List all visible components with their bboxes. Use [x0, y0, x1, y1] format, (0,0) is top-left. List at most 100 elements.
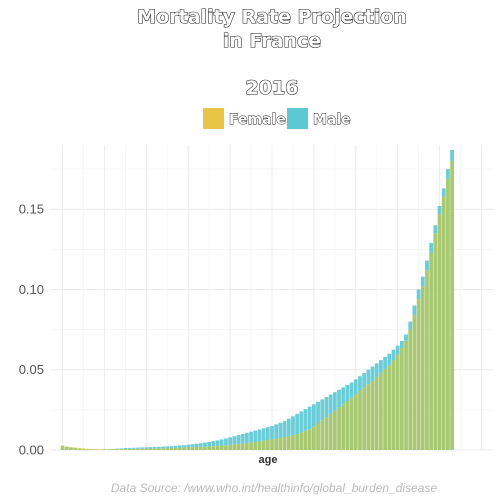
bar-overlap-age-33: [198, 446, 203, 450]
bar-male-age-28: [177, 445, 182, 448]
bar-male-age-79: [391, 349, 396, 361]
bar-male-age-50: [270, 425, 274, 440]
bar-overlap-age-15: [123, 449, 128, 450]
bar-male-age-57: [299, 411, 304, 433]
bar-male-age-27: [173, 445, 178, 448]
bar-overlap-age-25: [165, 448, 170, 450]
bar-overlap-age-85: [416, 299, 421, 450]
bar-male-age-80: [395, 345, 400, 355]
bar-overlap-age-45: [249, 442, 253, 450]
bar-overlap-age-86: [420, 286, 425, 450]
bar-overlap-age-91: [441, 196, 446, 450]
bar-male-age-78: [387, 353, 392, 365]
bar-male-age-16: [127, 447, 132, 449]
bar-overlap-age-17: [131, 448, 136, 450]
bar-overlap-age-46: [253, 441, 258, 450]
bar-overlap-age-93: [450, 161, 454, 451]
bar-overlap-age-54: [286, 436, 291, 450]
legend-swatch-female: [203, 108, 224, 129]
bar-male-age-33: [198, 443, 203, 447]
bar-overlap-age-13: [115, 449, 119, 450]
bar-male-age-38: [219, 439, 224, 446]
bar-male-age-75: [374, 363, 379, 377]
bar-male-age-67: [341, 387, 346, 405]
bar-overlap-age-42: [236, 443, 241, 450]
bar-male-age-22: [152, 446, 157, 449]
bar-male-age-69: [349, 382, 354, 398]
bar-male-age-30: [186, 444, 191, 448]
bar-overlap-age-88: [429, 252, 434, 450]
bar-overlap-age-52: [278, 437, 283, 450]
bar-overlap-age-58: [303, 430, 308, 450]
y-tick-labels: 0.00 0.05 0.10 0.15: [19, 202, 44, 458]
bar-overlap-age-3: [73, 448, 78, 450]
bar-overlap-age-10: [102, 449, 107, 450]
chart-title-line-2: in France: [223, 30, 321, 52]
bar-male-age-48: [261, 428, 266, 441]
bar-overlap-age-81: [399, 348, 404, 450]
bar-male-age-91: [441, 188, 446, 197]
bar-male-age-92: [446, 169, 450, 179]
bar-overlap-age-60: [312, 426, 316, 450]
bar-overlap-age-62: [320, 420, 325, 450]
bar-overlap-age-7: [90, 449, 94, 450]
bar-overlap-age-49: [265, 440, 270, 450]
bar-overlap-age-70: [353, 394, 358, 450]
y-tick-label: 0.00: [19, 443, 44, 458]
bar-overlap-age-37: [215, 445, 220, 450]
bar-male-age-58: [303, 409, 308, 431]
bar-overlap-age-29: [182, 447, 186, 450]
legend: Female Male: [203, 108, 351, 129]
bar-male-age-43: [240, 433, 245, 444]
bar-male-age-35: [207, 441, 212, 447]
bar-overlap-age-47: [257, 441, 262, 450]
bar-male-age-29: [182, 445, 186, 448]
x-axis-label: age: [259, 454, 278, 466]
chart-year-label: 2016: [246, 77, 299, 99]
bar-male-age-34: [203, 442, 207, 447]
bar-male-age-45: [249, 431, 253, 443]
bar-male-age-84: [412, 305, 417, 316]
bar-male-age-21: [148, 447, 153, 449]
bar-male-age-52: [278, 422, 283, 438]
bar-male-age-37: [215, 440, 220, 446]
bar-overlap-age-32: [194, 446, 199, 450]
bar-male-age-66: [337, 389, 341, 408]
bar-male-age-70: [353, 379, 358, 395]
bar-male-age-26: [169, 446, 174, 448]
bar-overlap-age-71: [358, 390, 362, 450]
data-source-caption: Data Source: /www.who.int/healthinfo/glo…: [111, 481, 438, 495]
bar-overlap-age-22: [152, 448, 157, 450]
bar-male-age-85: [416, 289, 421, 300]
bar-overlap-age-64: [328, 413, 333, 450]
bar-overlap-age-66: [337, 407, 341, 450]
bar-overlap-age-84: [412, 315, 417, 450]
bar-overlap-age-40: [228, 444, 232, 450]
bar-overlap-age-77: [383, 368, 387, 450]
bar-overlap-age-35: [207, 446, 212, 450]
bar-overlap-age-59: [307, 429, 312, 450]
bar-overlap-age-16: [127, 448, 132, 450]
bar-male-age-55: [291, 416, 295, 436]
bar-overlap-age-4: [77, 448, 82, 450]
bar-overlap-age-18: [136, 448, 140, 450]
bar-overlap-age-1: [64, 446, 69, 450]
bar-male-age-32: [194, 443, 199, 447]
y-tick-label: 0.10: [19, 282, 44, 297]
bar-overlap-age-82: [404, 340, 408, 450]
bar-overlap-age-39: [224, 445, 228, 450]
bar-overlap-age-79: [391, 360, 396, 450]
bar-overlap-age-90: [437, 214, 442, 450]
bars: [60, 149, 454, 451]
bar-male-age-20: [144, 447, 149, 449]
bar-male-age-46: [253, 430, 258, 442]
bar-male-age-60: [312, 404, 316, 427]
bar-male-age-23: [157, 446, 161, 449]
bar-male-age-19: [140, 447, 145, 449]
legend-swatch-male: [287, 108, 308, 129]
bar-overlap-age-51: [274, 438, 279, 450]
bar-male-age-51: [274, 424, 279, 439]
y-tick-label: 0.05: [19, 362, 44, 377]
bar-male-age-87: [425, 260, 429, 271]
bar-overlap-age-63: [324, 417, 329, 450]
